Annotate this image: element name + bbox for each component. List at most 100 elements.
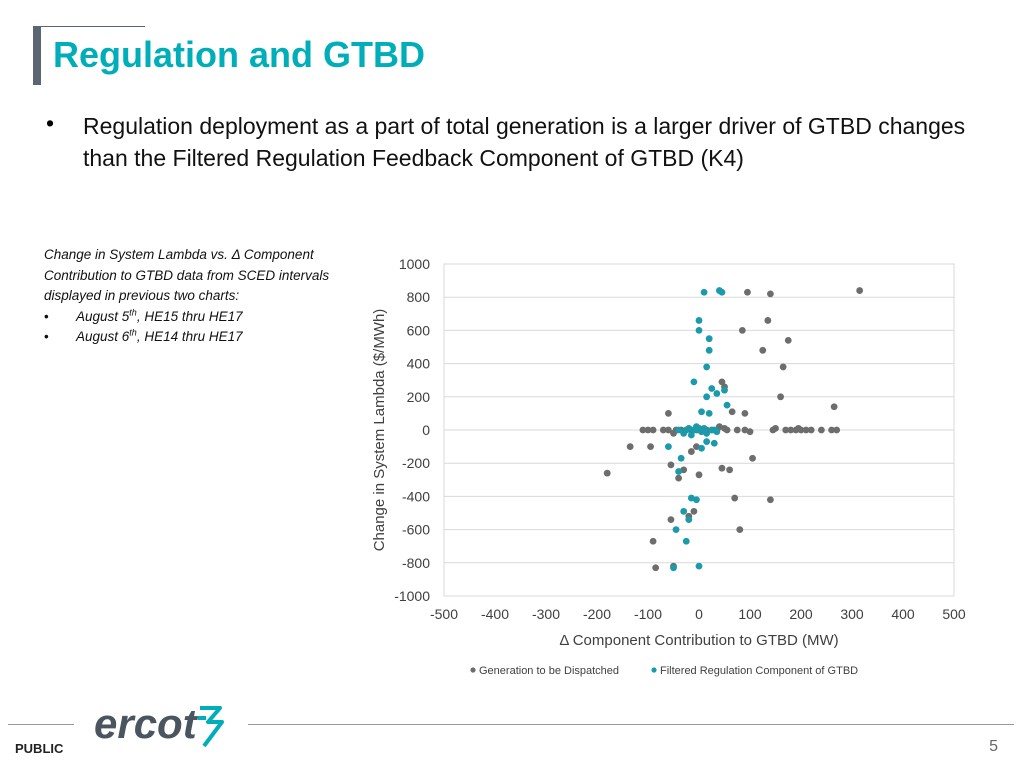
- note-item-suffix: th: [129, 327, 137, 338]
- data-point-generation: [665, 426, 672, 434]
- note-item-date: August 6: [76, 329, 130, 344]
- data-point-generation: [749, 454, 756, 462]
- data-point-generation: [828, 426, 835, 434]
- y-tick-label: 800: [407, 289, 431, 305]
- y-tick-label: -800: [402, 555, 430, 571]
- title-accent-rule: [41, 26, 145, 27]
- data-point-regulation: [703, 363, 711, 371]
- data-point-generation: [603, 469, 611, 477]
- data-point-regulation: [672, 526, 680, 533]
- data-point-generation: [659, 426, 667, 434]
- data-point-regulation: [665, 443, 672, 450]
- data-point-generation: [818, 426, 825, 434]
- bullet-text: Regulation deployment as a part of total…: [83, 113, 966, 171]
- y-tick-label: -200: [402, 455, 430, 471]
- data-point-generation: [802, 426, 810, 434]
- data-point-generation: [626, 443, 634, 450]
- legend-marker: [651, 667, 657, 673]
- data-point-regulation: [685, 516, 693, 524]
- data-point-generation: [693, 443, 700, 450]
- data-point-regulation: [695, 327, 703, 334]
- x-tick-label: 500: [942, 606, 966, 622]
- data-point-regulation: [698, 444, 705, 452]
- data-point-regulation: [705, 410, 713, 417]
- legend-label: Generation to be Dispatched: [479, 665, 619, 677]
- scatter-chart: 10008006004002000-200-400-600-800-1000-5…: [371, 256, 966, 677]
- data-point-generation: [649, 537, 657, 545]
- ercot-logo: ercot: [94, 700, 224, 748]
- x-tick-label: -300: [532, 606, 560, 622]
- data-point-generation: [830, 403, 838, 411]
- data-point-generation: [856, 287, 864, 294]
- y-tick-label: 0: [422, 422, 430, 438]
- data-point-generation: [787, 426, 795, 434]
- data-point-regulation: [703, 393, 711, 401]
- data-point-generation: [670, 429, 677, 437]
- data-point-generation: [726, 466, 733, 474]
- note-item-range: , HE15 thru HE17: [136, 308, 243, 324]
- data-point-regulation: [693, 496, 700, 504]
- data-point-regulation: [682, 537, 690, 545]
- data-point-generation: [733, 426, 741, 434]
- footer-rule-left: [8, 724, 74, 725]
- bullet-marker: •: [46, 110, 55, 136]
- y-tick-label: -400: [402, 488, 430, 504]
- y-tick-label: 600: [407, 322, 431, 338]
- legend-marker: [470, 667, 476, 673]
- x-axis-label: Δ Component Contribution to GTBD (MW): [559, 632, 838, 649]
- x-tick-label: 0: [695, 606, 703, 622]
- chart-note-list: August 5th, HE15 thru HE17 August 6th, H…: [44, 307, 344, 348]
- plot-area-border: [443, 263, 955, 597]
- x-tick-label: 300: [840, 606, 864, 622]
- data-point-generation: [767, 290, 774, 298]
- data-point-generation: [718, 464, 726, 472]
- data-point-generation: [746, 428, 754, 436]
- data-point-regulation: [718, 288, 726, 296]
- data-point-generation: [690, 507, 698, 515]
- data-point-generation: [772, 424, 779, 432]
- data-point-regulation: [723, 401, 731, 409]
- data-point-regulation: [682, 426, 690, 434]
- data-point-generation: [759, 346, 767, 354]
- data-point-generation: [777, 393, 784, 401]
- data-point-regulation: [703, 438, 711, 446]
- legend-label: Filtered Regulation Component of GTBD: [660, 665, 858, 677]
- data-point-regulation: [690, 378, 698, 386]
- data-point-regulation: [705, 346, 713, 354]
- data-point-generation: [736, 526, 744, 533]
- data-point-regulation: [721, 386, 728, 394]
- data-point-generation: [784, 336, 792, 344]
- data-point-generation: [833, 426, 841, 434]
- data-point-regulation: [687, 431, 695, 439]
- data-point-generation: [738, 327, 746, 334]
- data-point-generation: [695, 471, 703, 479]
- x-tick-label: -500: [430, 606, 458, 622]
- data-point-generation: [647, 443, 654, 450]
- ercot-logo-mark-icon: [198, 706, 224, 748]
- x-tick-label: 200: [789, 606, 813, 622]
- data-point-generation: [744, 288, 751, 296]
- x-tick-label: -200: [583, 606, 611, 622]
- footer-public-label: PUBLIC: [15, 741, 64, 756]
- data-point-generation: [644, 426, 652, 434]
- y-tick-label: -1000: [394, 588, 430, 604]
- x-tick-label: -100: [634, 606, 662, 622]
- title-accent-bar: [33, 26, 41, 85]
- y-tick-label: 200: [407, 389, 431, 405]
- data-point-generation: [680, 466, 688, 474]
- data-point-regulation: [713, 390, 721, 397]
- data-point-regulation: [677, 454, 685, 462]
- chart-note-item: August 6th, HE14 thru HE17: [44, 327, 344, 348]
- data-point-regulation: [708, 385, 716, 392]
- y-axis-label: Change in System Lambda ($/MWh): [371, 309, 388, 552]
- data-point-generation: [649, 426, 657, 434]
- data-point-generation: [687, 448, 695, 455]
- chart-note: Change in System Lambda vs. Δ Component …: [44, 245, 344, 348]
- data-point-generation: [741, 410, 749, 417]
- data-point-generation: [675, 474, 682, 482]
- data-point-regulation: [713, 428, 721, 436]
- x-tick-label: -400: [481, 606, 509, 622]
- y-tick-label: -600: [402, 522, 430, 538]
- data-point-generation: [665, 410, 672, 417]
- data-point-regulation: [698, 408, 705, 416]
